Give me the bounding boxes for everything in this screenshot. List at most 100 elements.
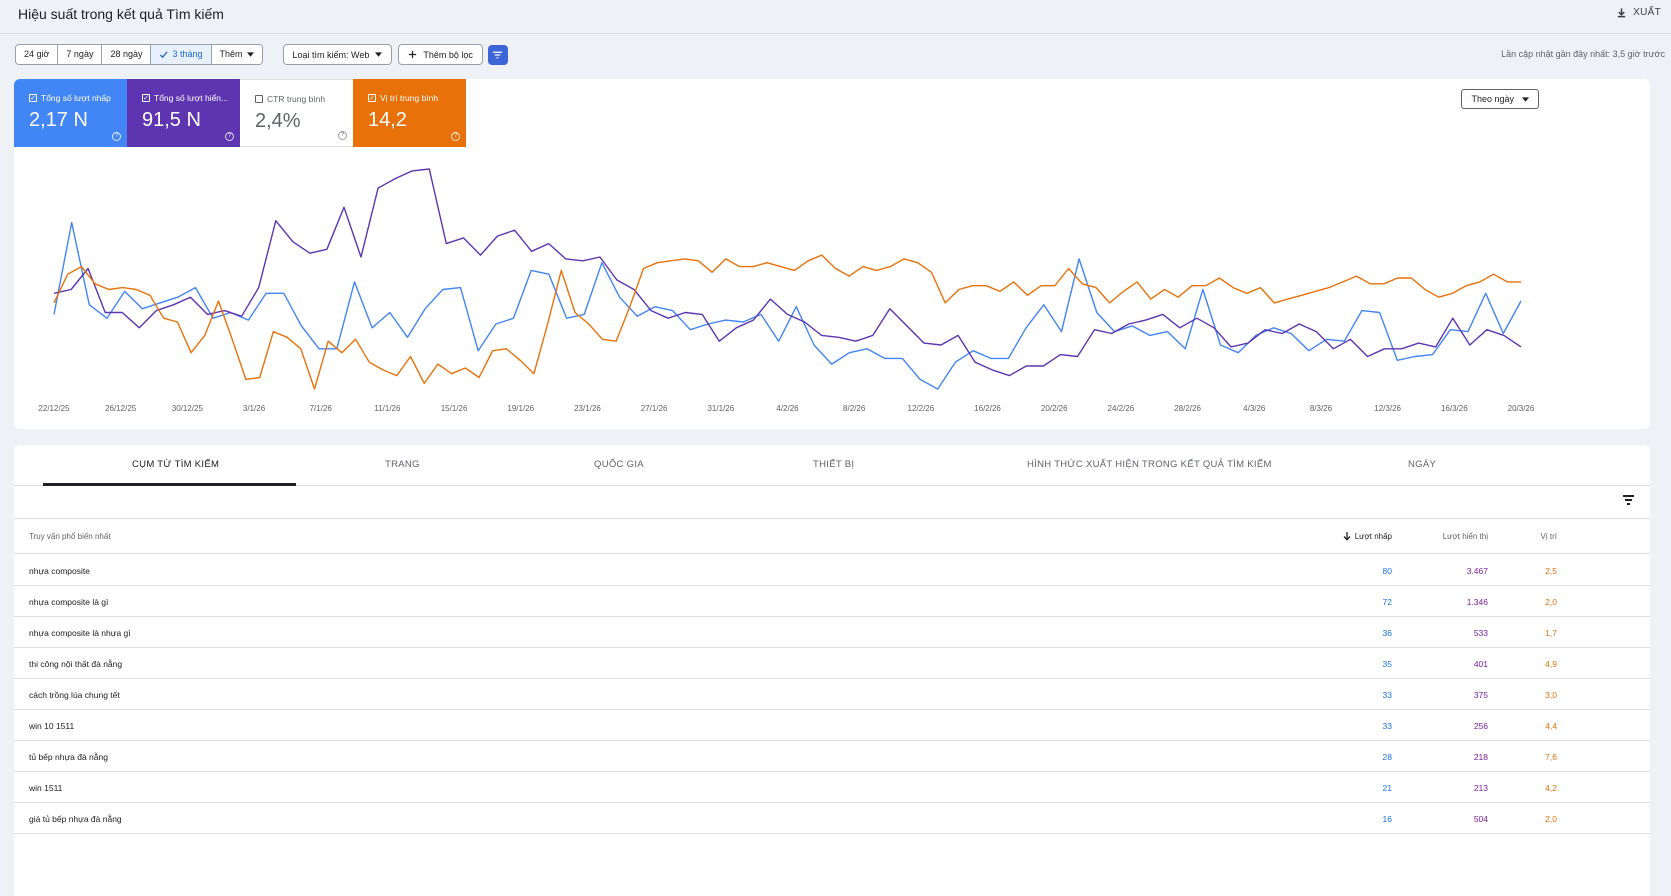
caret-down-icon	[246, 52, 254, 57]
help-icon[interactable]: ?	[451, 132, 460, 141]
top-bar: Hiệu suất trong kết quả Tìm kiếm XUẤT	[0, 0, 1671, 34]
x-tick-label: 8/3/26	[1310, 404, 1333, 413]
metric-ctr-value: 2,4%	[255, 110, 301, 132]
metric-cards: ✓ Tổng số lượt nhấp 2,17 N ? ✓ Tổng số lượ…	[14, 79, 466, 147]
row-query: nhựa composite là gì	[29, 597, 109, 607]
table-row[interactable]: nhựa composite 80 3.467 2,5	[14, 555, 1650, 586]
row-query: nhựa composite là nhựa gì	[29, 628, 131, 638]
table-filter-icon[interactable]	[1623, 495, 1634, 505]
row-position: 4,2	[1545, 783, 1557, 793]
row-impressions: 504	[1473, 814, 1488, 824]
metric-clicks-label: Tổng số lượt nhấp	[41, 93, 111, 103]
row-query: thi công nội thất đà nẵng	[29, 659, 123, 669]
x-tick-label: 16/2/26	[974, 404, 1001, 413]
table-row[interactable]: nhựa composite là nhựa gì 36 533 1,7	[14, 617, 1650, 648]
row-clicks: 33	[1382, 690, 1392, 700]
active-tab-indicator	[43, 483, 296, 486]
x-tick-label: 20/3/26	[1508, 404, 1535, 413]
last-updated-text: Lần cập nhật gần đây nhất: 3,5 giờ trước	[1501, 49, 1665, 59]
performance-line-chart: 22/12/25 26/12/25 30/12/25 3/1/26 7/1/26 11/1…	[38, 168, 1535, 413]
row-position: 2,0	[1545, 814, 1557, 824]
x-tick-label: 15/1/26	[441, 404, 468, 413]
filter-settings-button[interactable]	[487, 44, 508, 65]
tab-devices[interactable]: THIẾT BỊ	[813, 459, 855, 470]
metric-impressions-label: Tổng số lượt hiển...	[154, 93, 229, 103]
row-position: 4,4	[1545, 721, 1557, 731]
divider	[14, 518, 1650, 519]
metric-position-label: Vị trí trung bình	[380, 93, 439, 103]
tab-search-appearance[interactable]: HÌNH THỨC XUẤT HIỆN TRONG KẾT QUẢ TÌM KI…	[1027, 459, 1272, 470]
col-header-query[interactable]: Truy vấn phổ biến nhất	[29, 532, 111, 541]
range-more-label: Thêm	[219, 49, 243, 59]
row-clicks: 72	[1382, 597, 1392, 607]
metric-clicks-header: ✓ Tổng số lượt nhấp	[29, 93, 124, 103]
metric-average-ctr[interactable]: CTR trung bình 2,4% ?	[240, 79, 353, 147]
col-header-impressions[interactable]: Lượt hiển thị	[1442, 532, 1488, 541]
metric-position-header: ✓ Vị trí trung bình	[368, 93, 463, 103]
series-line-2	[53, 254, 1521, 390]
x-tick-label: 8/2/26	[843, 404, 866, 413]
help-icon[interactable]: ?	[225, 132, 234, 141]
dimension-tabs: CỤM TỪ TÌM KIẾM TRANG QUỐC GIA THIẾT BỊ …	[14, 445, 1650, 486]
results-table-card: CỤM TỪ TÌM KIẾM TRANG QUỐC GIA THIẾT BỊ …	[14, 445, 1650, 896]
x-tick-label: 31/1/26	[707, 404, 734, 413]
x-tick-label: 28/2/26	[1174, 404, 1201, 413]
checkbox-checked-icon: ✓	[368, 94, 376, 102]
metric-clicks-value: 2,17 N	[29, 109, 88, 131]
col-header-clicks[interactable]: Lượt nhấp	[1343, 532, 1392, 541]
add-filter-label: Thêm bộ lọc	[423, 49, 473, 60]
row-clicks: 80	[1382, 566, 1392, 576]
x-tick-label: 27/1/26	[641, 404, 668, 413]
search-type-filter[interactable]: Loại tìm kiếm: Web	[282, 44, 393, 65]
table-row[interactable]: win 10 1511 33 256 4,4	[14, 710, 1650, 741]
row-position: 2,0	[1545, 597, 1557, 607]
table-row[interactable]: cách trồng lúa chung tết 33 375 3,0	[14, 679, 1650, 710]
sort-down-arrow-icon	[1343, 532, 1351, 541]
tab-pages[interactable]: TRANG	[385, 459, 420, 470]
metric-total-clicks[interactable]: ✓ Tổng số lượt nhấp 2,17 N ?	[14, 79, 127, 147]
range-3m-label: 3 tháng	[172, 49, 203, 59]
table-row[interactable]: giá tủ bếp nhựa đà nẵng 16 504 2,0	[14, 803, 1650, 834]
row-position: 1,7	[1545, 628, 1557, 638]
table-row[interactable]: win 1511 21 213 4,2	[14, 772, 1650, 803]
table-row[interactable]: thi công nội thất đà nẵng 35 401 4,9	[14, 648, 1650, 679]
group-by-dropdown[interactable]: Theo ngày	[1461, 89, 1539, 109]
date-range-selector: 24 giờ 7 ngày 28 ngày 3 tháng Thêm	[15, 44, 263, 65]
x-tick-label: 12/2/26	[908, 404, 935, 413]
plus-icon	[409, 50, 417, 59]
range-24h[interactable]: 24 giờ	[16, 45, 59, 64]
range-more[interactable]: Thêm	[211, 45, 262, 64]
export-label: XUẤT	[1633, 7, 1661, 18]
x-tick-label: 30/12/25	[172, 404, 204, 413]
tab-countries[interactable]: QUỐC GIA	[594, 459, 644, 470]
row-query: giá tủ bếp nhựa đà nẵng	[29, 814, 122, 824]
series-line-1	[53, 168, 1522, 377]
tab-queries[interactable]: CỤM TỪ TÌM KIẾM	[132, 459, 220, 470]
download-icon	[1617, 8, 1626, 18]
table-row[interactable]: nhựa composite là gì 72 1.346 2,0	[14, 586, 1650, 617]
caret-down-icon	[1522, 96, 1529, 102]
checkbox-checked-icon: ✓	[29, 94, 37, 102]
help-icon[interactable]: ?	[112, 132, 121, 141]
range-7d[interactable]: 7 ngày	[58, 45, 103, 64]
metric-average-position[interactable]: ✓ Vị trí trung bình 14,2 ?	[353, 79, 466, 147]
row-impressions: 218	[1473, 752, 1488, 762]
metric-ctr-label: CTR trung bình	[267, 94, 326, 104]
range-3m[interactable]: 3 tháng	[151, 45, 212, 64]
range-28d[interactable]: 28 ngày	[102, 45, 152, 64]
x-tick-label: 4/3/26	[1243, 404, 1266, 413]
table-row[interactable]: tủ bếp nhựa đà nẵng 28 218 7,6	[14, 741, 1650, 772]
metric-ctr-header: CTR trung bình	[255, 94, 350, 104]
help-icon[interactable]: ?	[338, 131, 347, 140]
series-line-0	[53, 221, 1522, 390]
checkbox-unchecked-icon	[255, 95, 263, 103]
col-header-clicks-label: Lượt nhấp	[1354, 532, 1392, 541]
filter-list-icon	[493, 51, 503, 58]
col-header-position[interactable]: Vị trí	[1540, 532, 1557, 541]
row-clicks: 21	[1382, 783, 1392, 793]
export-button[interactable]: XUẤT	[1616, 7, 1661, 18]
metric-total-impressions[interactable]: ✓ Tổng số lượt hiển... 91,5 N ?	[127, 79, 240, 147]
tab-dates[interactable]: NGÀY	[1408, 459, 1437, 470]
add-filter-button[interactable]: Thêm bộ lọc	[398, 44, 483, 65]
group-by-label: Theo ngày	[1471, 94, 1514, 104]
